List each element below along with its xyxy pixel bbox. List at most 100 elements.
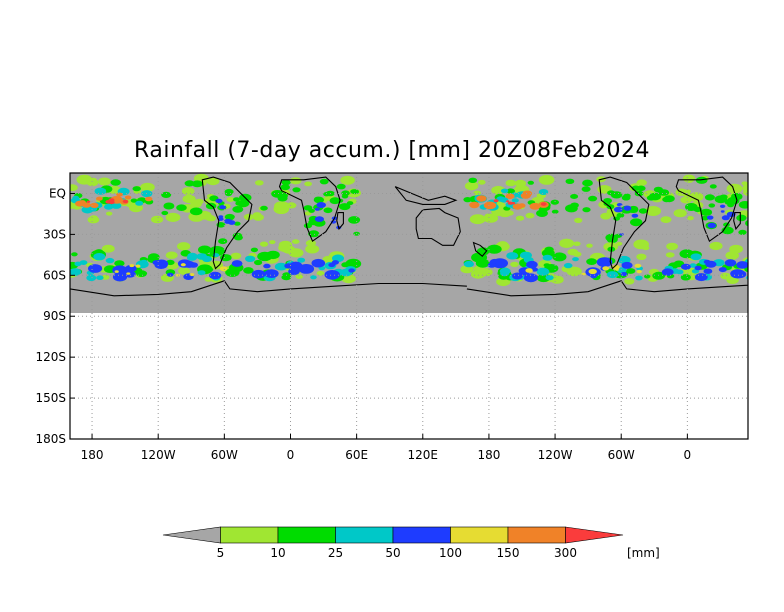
rain-cell xyxy=(616,267,627,274)
colorbar-label: 5 xyxy=(217,546,225,560)
rain-cell xyxy=(683,189,691,194)
rain-cell xyxy=(518,203,526,208)
rain-cell xyxy=(565,178,575,184)
x-tick-label: 0 xyxy=(287,448,295,462)
colorbar-label: 100 xyxy=(439,546,462,560)
rain-cell xyxy=(694,273,708,282)
rain-cell xyxy=(151,215,164,224)
rain-cell xyxy=(178,267,191,275)
rain-cell xyxy=(122,199,129,204)
rain-cell xyxy=(469,201,480,209)
rain-cell xyxy=(623,193,631,199)
rain-cell xyxy=(738,229,747,235)
rain-cell xyxy=(205,214,215,221)
rain-cell xyxy=(721,215,730,221)
colorbar-segment xyxy=(162,526,221,544)
rain-cell xyxy=(198,245,212,254)
rain-cell xyxy=(700,208,713,216)
rain-cell xyxy=(511,198,519,203)
rain-cell xyxy=(725,251,739,260)
rain-cell xyxy=(263,263,271,269)
rain-cell xyxy=(507,201,513,205)
chart-title: Rainfall (7-day accum.) [mm] 20Z08Feb202… xyxy=(134,138,650,163)
rain-cell xyxy=(572,257,579,262)
rain-cell xyxy=(506,188,515,194)
colorbar-segment xyxy=(565,526,624,544)
x-tick-label: 120E xyxy=(408,448,439,462)
rain-cell xyxy=(314,216,324,222)
rain-cell xyxy=(234,221,241,226)
antarctica-outline xyxy=(70,280,467,297)
rain-cell xyxy=(550,275,564,284)
rain-cell xyxy=(606,271,619,279)
rain-cell xyxy=(314,207,320,211)
rain-cell xyxy=(500,188,509,194)
rain-cell xyxy=(705,260,717,268)
continent-outline xyxy=(201,176,253,270)
rain-cell xyxy=(101,244,115,253)
rain-cell xyxy=(189,207,203,216)
rain-cell xyxy=(218,215,224,219)
rain-cell xyxy=(491,185,506,195)
rain-cell xyxy=(254,180,264,186)
rain-cell xyxy=(483,213,499,223)
rain-cell xyxy=(726,183,743,194)
rain-cell xyxy=(706,215,714,220)
rain-cell xyxy=(206,177,220,186)
rain-cell xyxy=(140,182,155,192)
rain-cell xyxy=(559,238,575,248)
rain-cell xyxy=(666,242,678,251)
continent-outline xyxy=(675,176,738,243)
rain-cell xyxy=(175,273,180,277)
rain-cell xyxy=(588,195,598,202)
rain-cell xyxy=(313,196,325,204)
rain-cell xyxy=(180,263,186,267)
rain-cell xyxy=(635,275,643,281)
rain-cell xyxy=(636,179,647,186)
rain-cell xyxy=(687,216,694,221)
rain-cell xyxy=(665,252,675,258)
antarctica-outline xyxy=(466,280,748,297)
rain-cell xyxy=(274,201,290,211)
rain-cell xyxy=(499,267,511,275)
colorbar-segment xyxy=(335,526,394,544)
rain-cell xyxy=(165,251,178,259)
rain-cell xyxy=(230,252,242,260)
x-tick-label: 180 xyxy=(81,448,104,462)
rain-cell xyxy=(224,213,235,221)
x-tick-label: 60E xyxy=(345,448,368,462)
rain-cell xyxy=(581,186,591,192)
rain-cell xyxy=(319,178,329,185)
rain-cell xyxy=(525,268,533,273)
rain-cell xyxy=(135,200,144,206)
rain-cell xyxy=(747,272,748,274)
rain-cell xyxy=(114,270,119,273)
rain-cell xyxy=(574,217,583,223)
rain-cell xyxy=(136,270,148,277)
rain-cell xyxy=(525,212,535,219)
rain-cell xyxy=(88,177,98,183)
rain-cell xyxy=(745,220,748,227)
rain-cell xyxy=(736,214,747,222)
rain-cell xyxy=(209,260,224,270)
rain-cell xyxy=(183,260,195,268)
rain-cell xyxy=(71,252,78,257)
rain-cell xyxy=(636,253,647,260)
y-tick-label: EQ xyxy=(49,186,66,200)
colorbar-label: 50 xyxy=(385,546,400,560)
rain-cell xyxy=(573,251,582,257)
rain-cell xyxy=(252,212,262,218)
rain-cell xyxy=(76,174,93,185)
rain-cell xyxy=(623,205,632,211)
colorbar-label: 300 xyxy=(554,546,577,560)
rain-cell xyxy=(624,278,635,285)
rain-cell xyxy=(310,275,317,280)
rain-cell xyxy=(544,246,554,253)
rain-cell xyxy=(538,175,555,185)
colorbar-label: 25 xyxy=(328,546,343,560)
rain-cell xyxy=(129,264,135,268)
rain-cell xyxy=(581,272,586,276)
rain-cell xyxy=(631,213,639,218)
rain-cell xyxy=(237,199,250,208)
rain-cell xyxy=(646,195,656,201)
